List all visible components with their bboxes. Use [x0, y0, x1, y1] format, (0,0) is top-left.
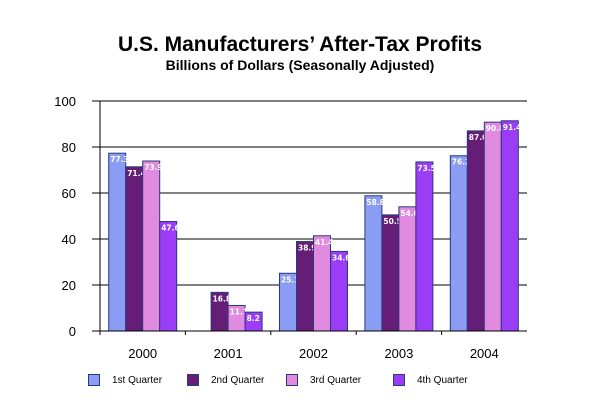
y-tick-label: 0 [69, 324, 76, 339]
x-tick-label: 2001 [214, 346, 243, 361]
y-tick-label: 40 [62, 232, 76, 247]
legend-swatch [187, 374, 199, 386]
legend-item: 2nd Quarter [187, 374, 264, 386]
x-tick-label: 2004 [470, 346, 499, 361]
bar-4th-quarter-2002 [330, 250, 348, 332]
legend-swatch [393, 374, 405, 386]
data-label: 38.9 [298, 244, 317, 253]
bar-3rd-quarter-2004 [483, 121, 502, 332]
data-label: 73.5 [417, 164, 436, 173]
data-label: 91.4 [503, 123, 522, 132]
data-label: 50.5 [383, 217, 402, 226]
data-label: 90.8 [486, 124, 505, 133]
x-tick-label: 2002 [299, 346, 328, 361]
data-label: 47.6 [161, 224, 180, 233]
bar-4th-quarter-2003 [415, 161, 434, 332]
data-label: 87.0 [469, 133, 488, 142]
chart-subtitle: Billions of Dollars (Seasonally Adjusted… [165, 57, 435, 73]
x-tick-label: 2003 [384, 346, 413, 361]
data-label: 73.9 [144, 163, 163, 172]
bar-1st-quarter-2000 [108, 152, 127, 332]
data-label: 8.2 [247, 314, 260, 323]
data-label: 71.4 [127, 169, 146, 178]
data-label: 34.6 [332, 253, 351, 262]
bar-4th-quarter-2000 [159, 221, 178, 332]
bar-3rd-quarter-2000 [142, 160, 161, 332]
bar-1st-quarter-2004 [449, 155, 468, 332]
legend-item: 1st Quarter [88, 374, 162, 386]
legend-label: 2nd Quarter [211, 374, 265, 386]
legend-swatch [88, 374, 100, 386]
y-tick-label: 20 [62, 278, 76, 293]
data-label: 54.0 [400, 209, 419, 218]
bar-2nd-quarter-2004 [466, 130, 485, 332]
bar-2nd-quarter-2003 [381, 214, 400, 332]
bar-3rd-quarter-2003 [398, 206, 417, 332]
data-label: 76.2 [452, 158, 471, 167]
bar-4th-quarter-2004 [500, 120, 519, 332]
legend-item: 4th Quarter [393, 374, 468, 386]
data-label: 16.8 [213, 294, 232, 303]
chart-title: U.S. Manufacturers’ After-Tax Profits [117, 33, 483, 56]
data-label: 25.1 [281, 275, 300, 284]
bar-2nd-quarter-2000 [125, 166, 144, 332]
y-tick-label: 60 [62, 186, 76, 201]
data-label: 77.3 [110, 155, 129, 164]
legend-item: 3rd Quarter [286, 374, 361, 386]
bar-2nd-quarter-2002 [296, 241, 314, 332]
x-tick-label: 2000 [128, 346, 157, 361]
data-label: 41.4 [315, 238, 334, 247]
legend-label: 1st Quarter [112, 374, 163, 386]
legend-label: 3rd Quarter [310, 374, 362, 386]
bar-1st-quarter-2003 [364, 195, 383, 332]
bar-3rd-quarter-2002 [313, 235, 331, 332]
legend-swatch [286, 374, 298, 386]
y-tick-label: 80 [62, 140, 76, 155]
data-label: 11.1 [230, 307, 249, 316]
y-tick-label: 100 [54, 94, 76, 109]
legend-label: 4th Quarter [417, 374, 468, 386]
data-label: 58.8 [366, 198, 385, 207]
